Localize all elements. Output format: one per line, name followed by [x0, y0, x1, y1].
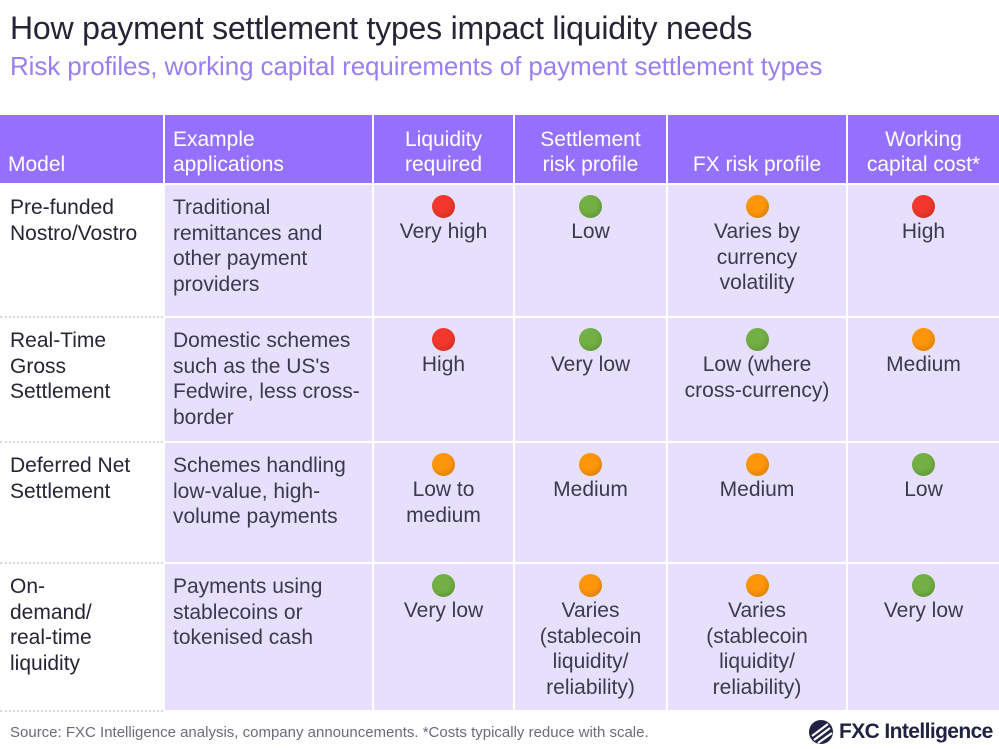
column-header-fx-risk: FX risk profile: [668, 115, 846, 183]
red-status-dot-icon: [432, 195, 455, 218]
liquidity-required-cell: High: [374, 318, 513, 441]
working-capital-cell: Medium: [848, 318, 999, 441]
settlement-risk-label: Low: [571, 220, 610, 243]
fx-risk-cell: Varies by currency volatility: [668, 185, 846, 316]
fx-risk-label: Medium: [719, 478, 795, 501]
red-status-dot-icon: [432, 328, 455, 351]
green-status-dot-icon: [912, 574, 935, 597]
example-applications: Payments using stablecoins or tokenised …: [165, 564, 372, 710]
green-status-dot-icon: [912, 453, 935, 476]
liquidity-required-cell: Very high: [374, 185, 513, 316]
red-status-dot-icon: [912, 195, 935, 218]
liquidity-label: Low to medium: [406, 478, 481, 527]
table-header-row: Model Example applications Liquidity req…: [0, 115, 999, 183]
fxc-globe-icon: [809, 720, 833, 744]
settlement-risk-label: Varies (stablecoin liquidity/ reliabilit…: [539, 599, 642, 699]
logo-text: FXC Intelligence: [839, 720, 993, 743]
working-capital-label: High: [901, 220, 946, 243]
model-name: Pre-funded Nostro/Vostro: [0, 185, 163, 318]
green-status-dot-icon: [432, 574, 455, 597]
settlement-risk-cell: Very low: [515, 318, 666, 441]
orange-status-dot-icon: [432, 453, 455, 476]
settlement-risk-cell: Medium: [515, 443, 666, 562]
liquidity-required-cell: Low to medium: [374, 443, 513, 562]
example-applications: Domestic schemes such as the US's Fedwir…: [165, 318, 372, 441]
settlement-risk-label: Very low: [550, 353, 631, 376]
fx-risk-label: Low (where cross-currency): [684, 353, 830, 402]
orange-status-dot-icon: [912, 328, 935, 351]
liquidity-required-cell: Very low: [374, 564, 513, 710]
fx-risk-cell: Medium: [668, 443, 846, 562]
working-capital-cell: Low: [848, 443, 999, 562]
table-row: On-demand/ real-time liquidity Payments …: [0, 564, 999, 712]
green-status-dot-icon: [579, 328, 602, 351]
fx-risk-label: Varies by currency volatility: [714, 220, 800, 294]
column-header-settlement-risk: Settlement risk profile: [515, 115, 666, 183]
orange-status-dot-icon: [745, 574, 769, 597]
fx-risk-cell: Low (where cross-currency): [668, 318, 846, 441]
liquidity-label: Very high: [399, 220, 488, 243]
working-capital-label: Medium: [886, 353, 961, 376]
page-title: How payment settlement types impact liqu…: [10, 10, 753, 46]
column-header-working-capital-cost: Working capital cost*: [848, 115, 999, 183]
table-row: Real-Time Gross Settlement Domestic sche…: [0, 318, 999, 443]
source-note: Source: FXC Intelligence analysis, compa…: [10, 724, 649, 741]
fx-risk-label: Varies (stablecoin liquidity/ reliabilit…: [706, 599, 808, 699]
column-header-model: Model: [0, 115, 163, 183]
table-row: Pre-funded Nostro/Vostro Traditional rem…: [0, 185, 999, 318]
orange-status-dot-icon: [579, 574, 602, 597]
green-status-dot-icon: [745, 328, 769, 351]
working-capital-cell: Very low: [848, 564, 999, 710]
settlement-risk-label: Medium: [553, 478, 628, 501]
working-capital-label: Low: [904, 478, 943, 501]
model-name: On-demand/ real-time liquidity: [0, 564, 163, 712]
fxc-logo: FXC Intelligence: [808, 719, 993, 745]
column-header-liquidity-required: Liquidity required: [374, 115, 513, 183]
example-applications: Schemes handling low-value, high-volume …: [165, 443, 372, 562]
page-subtitle: Risk profiles, working capital requireme…: [10, 51, 823, 81]
orange-status-dot-icon: [745, 453, 769, 476]
column-header-example-applications: Example applications: [165, 115, 372, 183]
fx-risk-cell: Varies (stablecoin liquidity/ reliabilit…: [668, 564, 846, 710]
model-name: Deferred Net Settlement: [0, 443, 163, 564]
green-status-dot-icon: [579, 195, 602, 218]
settlement-risk-cell: Low: [515, 185, 666, 316]
example-applications: Traditional remittances and other paymen…: [165, 185, 372, 316]
liquidity-label: High: [421, 353, 466, 376]
settlement-risk-cell: Varies (stablecoin liquidity/ reliabilit…: [515, 564, 666, 710]
settlement-table: Model Example applications Liquidity req…: [0, 115, 999, 712]
table-row: Deferred Net Settlement Schemes handling…: [0, 443, 999, 564]
orange-status-dot-icon: [745, 195, 769, 218]
working-capital-cell: High: [848, 185, 999, 316]
model-name: Real-Time Gross Settlement: [0, 318, 163, 443]
liquidity-label: Very low: [403, 599, 484, 622]
working-capital-label: Very low: [883, 599, 964, 622]
orange-status-dot-icon: [579, 453, 602, 476]
